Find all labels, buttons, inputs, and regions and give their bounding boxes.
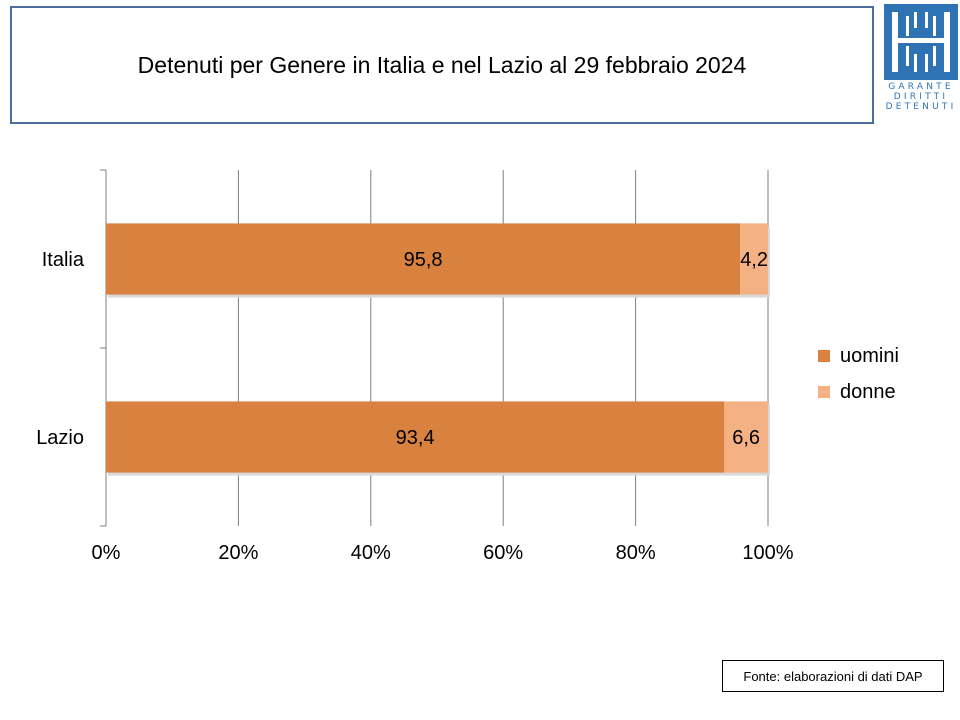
category-label: Lazio bbox=[36, 427, 84, 449]
category-label: Italia bbox=[42, 249, 85, 271]
logo-line-1: GARANTE bbox=[888, 82, 954, 92]
legend-label-uomini: uomini bbox=[840, 344, 899, 367]
source-text: Fonte: elaborazioni di dati DAP bbox=[743, 668, 923, 684]
title-box: Detenuti per Genere in Italia e nel Lazi… bbox=[10, 6, 874, 124]
x-tick-label: 20% bbox=[218, 542, 258, 564]
bar-donne-italia bbox=[740, 223, 768, 295]
legend-item-uomini: uomini bbox=[818, 338, 899, 374]
data-label: 95,8 bbox=[404, 249, 443, 271]
legend-item-donne: donne bbox=[818, 374, 899, 410]
legend-swatch-donne bbox=[818, 386, 830, 398]
logo-line-3: DETENUTI bbox=[885, 102, 957, 112]
logo: GARANTE DIRITTI DETENUTI bbox=[884, 4, 958, 112]
x-tick-label: 40% bbox=[351, 542, 391, 564]
x-tick-label: 80% bbox=[616, 542, 656, 564]
garante-logo-icon bbox=[884, 4, 958, 80]
bar-uomini-italia bbox=[106, 223, 741, 295]
bar-uomini-lazio bbox=[106, 401, 725, 473]
data-label: 93,4 bbox=[396, 427, 435, 449]
logo-line-2: DIRITTI bbox=[893, 92, 949, 102]
legend: uomini donne bbox=[818, 338, 899, 410]
x-tick-label: 60% bbox=[483, 542, 523, 564]
data-label: 4,2 bbox=[740, 249, 768, 271]
bar-donne-lazio bbox=[724, 401, 768, 473]
x-tick-label: 100% bbox=[742, 542, 793, 564]
legend-swatch-uomini bbox=[818, 350, 830, 362]
bar-chart: 0% 20% 40% 60% 80% 100% 95,8 4,2 Italia 93,4 6,6 La… bbox=[36, 169, 794, 564]
source-box: Fonte: elaborazioni di dati DAP bbox=[722, 660, 944, 692]
x-tick-label: 0% bbox=[92, 542, 121, 564]
data-label: 6,6 bbox=[732, 427, 760, 449]
legend-label-donne: donne bbox=[840, 380, 896, 403]
chart-title: Detenuti per Genere in Italia e nel Lazi… bbox=[137, 51, 747, 78]
